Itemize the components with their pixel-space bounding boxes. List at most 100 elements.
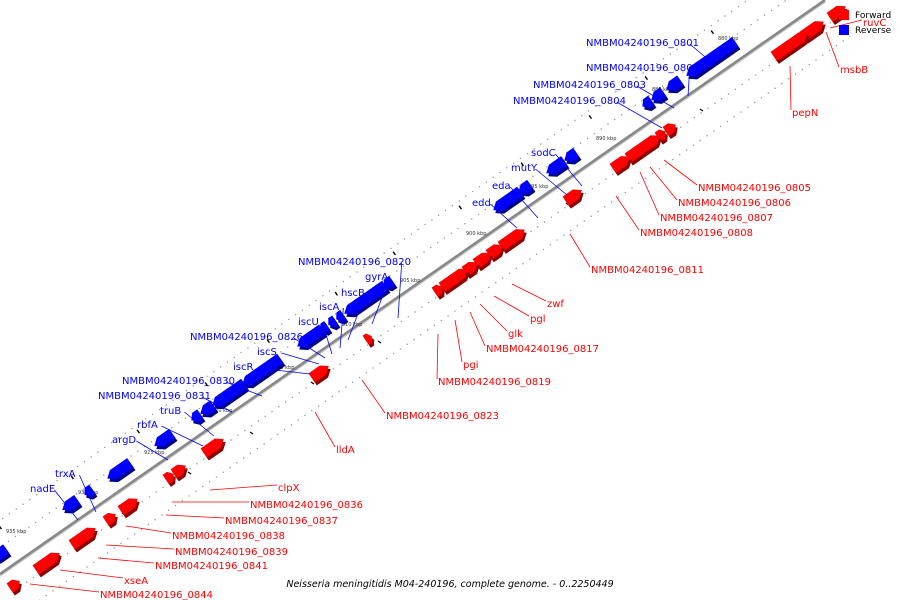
gene-label-forward: pgl [530, 314, 545, 325]
forward-gene-20-face [102, 512, 116, 526]
map-caption: Neisseria meningitidis M04-240196, compl… [286, 579, 613, 590]
forward-gene-20 [102, 512, 118, 529]
reverse-gene-23 [107, 458, 136, 483]
leader-line-forward [209, 484, 278, 491]
forward-gene-22 [32, 552, 62, 578]
leader-line-reverse [397, 262, 403, 319]
label-leaders [29, 19, 863, 593]
leader-line-forward [314, 411, 336, 448]
scale-tick-label: 910 kbp [342, 322, 362, 328]
reverse-gene-10-face [336, 309, 347, 322]
forward-gene-17 [170, 464, 188, 482]
scale-tick [136, 429, 141, 434]
forward-gene-13 [431, 284, 445, 300]
gene-label-reverse: NMBM04240196_0830 [122, 376, 235, 387]
leader-line-reverse [293, 337, 326, 359]
reverse-gene-2-face [651, 87, 667, 101]
leader-line-reverse [636, 85, 675, 109]
scale-tick-label: 885 kbp [652, 87, 672, 93]
reverse-gene-22 [62, 494, 83, 514]
leader-line-forward [29, 583, 100, 593]
leader-line-forward [361, 379, 386, 414]
leader-line-reverse [616, 101, 663, 129]
scale-ticks: 880 kbp 885 kbp 890 kbp 895 kbp 900 kbp 905 k… [0, 30, 738, 558]
scale-tick [710, 30, 715, 35]
leader-line-forward [479, 303, 508, 332]
forward-gene-3-face [662, 123, 676, 137]
reverse-gene-17-face [212, 378, 248, 407]
gene-label-reverse: sodC [531, 148, 556, 159]
forward-gene-23 [6, 579, 22, 596]
leader-line-forward [454, 319, 463, 363]
reverse-gene-4-face [564, 147, 580, 162]
leader-line-reverse [184, 411, 215, 437]
reverse-gene-6-face [518, 179, 534, 194]
leader-line-forward [165, 514, 225, 519]
forward-gene-7-face [562, 189, 582, 206]
forward-gene-14 [362, 333, 375, 348]
reverse-gene-9-face [344, 280, 389, 315]
forward-gene-23-face [6, 579, 20, 593]
gene-label-reverse: trxA [55, 469, 76, 480]
scale-tick [644, 75, 649, 81]
leader-line-forward [649, 166, 678, 201]
reverse-gene-19-face [191, 409, 204, 422]
gene-label-reverse: rbfA [137, 420, 158, 431]
reverse-gene-5-face [546, 156, 568, 174]
reverse-gene-0-face [686, 37, 739, 77]
reverse-gene-1-face [666, 75, 684, 91]
legend-label-reverse: Reverse [855, 26, 892, 36]
leader-line-forward [105, 544, 175, 550]
reverse-gene-3 [642, 95, 657, 112]
leader-line-reverse [490, 203, 518, 229]
scale-tick-label: 920 kbp [212, 408, 232, 414]
gene-label-forward: NMBM04240196_0838 [172, 531, 285, 542]
reverse-gene-22-face [62, 494, 81, 511]
gene-label-reverse: argD [112, 435, 136, 446]
reverse-gene-18-face [200, 400, 217, 415]
scale-tick-label: 900 kbp [466, 231, 486, 237]
gene-label-forward: NMBM04240196_0805 [698, 183, 811, 194]
forward-gene-19 [117, 498, 140, 519]
gene-label-forward: NMBM04240196_0839 [175, 547, 288, 558]
gene-label-forward: NMBM04240196_0844 [100, 590, 213, 600]
reverse-gene-23-face [107, 458, 134, 480]
forward-gene-22-face [32, 552, 60, 575]
reverse-gene-5 [546, 156, 570, 177]
gene-label-forward: NMBM04240196_0807 [660, 213, 773, 224]
forward-gene-16-face [200, 438, 224, 458]
gene-label-forward: msbB [840, 65, 868, 76]
gene-label-reverse: truB [160, 406, 181, 417]
gene-label-forward: NMBM04240196_0817 [486, 344, 599, 355]
scale-tick [588, 114, 593, 120]
scale-tick-label: 935 kbp [6, 529, 26, 535]
scale-tick [204, 382, 209, 387]
gene-label-reverse: NMBM04240196_0804 [513, 96, 626, 107]
reverse-gene-11 [328, 315, 341, 331]
scale-tick-label: 880 kbp [718, 36, 738, 42]
leader-line-forward [511, 283, 547, 302]
forward-gene-15 [308, 365, 331, 386]
scale-tick-label: 925 kbp [144, 450, 164, 456]
gene-labels: NMBM04240196_0801 NMBM04240196_0802 NMBM04… [30, 18, 886, 600]
gene-label-forward: lldA [336, 445, 355, 456]
gene-label-forward: NMBM04240196_0836 [250, 500, 363, 511]
gene-label-reverse: gyrA [365, 272, 388, 283]
scale-tick [392, 251, 397, 256]
minor-tick [377, 340, 382, 344]
minor-tick [699, 108, 704, 112]
scale-tick-label: 895 kbp [528, 184, 548, 190]
leader-line-forward [493, 295, 530, 317]
legend-swatch-forward [839, 10, 849, 20]
gene-label-reverse: iscS [257, 347, 277, 358]
gene-label-reverse: mutY [511, 163, 538, 174]
leader-line-forward [663, 159, 698, 186]
forward-gene-6-face [609, 156, 630, 173]
genome-backbone [0, 0, 826, 577]
forward-gene-0-face [826, 5, 846, 22]
reverse-gene-1 [666, 75, 686, 94]
reverse-gene-20 [154, 428, 178, 450]
guide-dots-lower [38, 35, 851, 600]
gene-label-reverse: NMBM04240196_0802 [586, 63, 699, 74]
leader-line-forward [825, 31, 840, 68]
